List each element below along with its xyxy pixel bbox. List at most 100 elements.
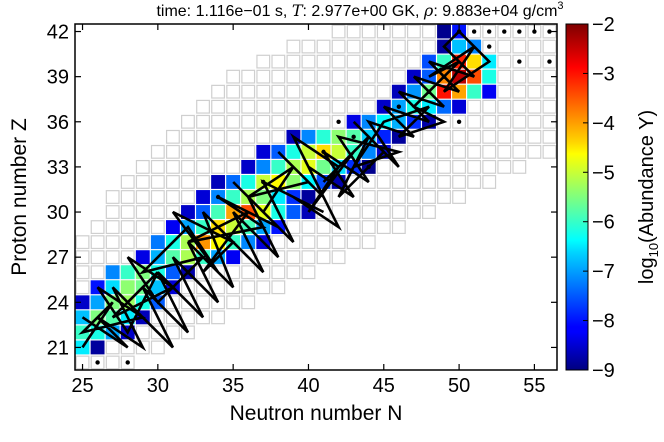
nuclide-grid-cell: [271, 114, 286, 129]
nuclide-grid-cell: [286, 265, 301, 280]
nuclide-grid-cell: [406, 24, 421, 39]
nuclide-grid-cell: [331, 250, 346, 265]
nuclide-grid-cell: [271, 280, 286, 295]
nuclide-grid-cell: [467, 129, 482, 144]
nuclide-grid-cell: [331, 54, 346, 69]
nuclide-grid-cell: [241, 295, 256, 310]
nuclide-grid-cell: [301, 250, 316, 265]
marked-nuclides: [95, 29, 552, 365]
nuclide-grid-cell: [376, 205, 391, 219]
nuclide-grid-cell: [241, 280, 256, 295]
abundance-cell: [211, 205, 226, 219]
nuclide-grid-cell: [376, 39, 391, 54]
nuclide-grid-cell: [452, 129, 467, 144]
nuclide-grid-cell: [105, 205, 120, 219]
nuclide-grid-cell: [422, 144, 436, 159]
nuclide-grid-cell: [346, 84, 361, 99]
nuclide-grid-cell: [346, 24, 361, 39]
title-prefix: time:: [156, 3, 195, 20]
nuclide-grid-cell: [361, 84, 376, 99]
nuclide-grid-cell: [271, 69, 286, 84]
abundance-cell: [135, 250, 150, 265]
x-tick-label: 30: [147, 375, 169, 397]
abundance-cell: [467, 84, 482, 99]
abundance-cell: [241, 159, 256, 174]
abundance-cell: [316, 159, 331, 174]
nuclide-grid-cell: [527, 114, 542, 129]
nuclide-grid-cell: [512, 69, 527, 84]
nuclide-grid-cell: [346, 39, 361, 54]
nuclide-grid-cell: [165, 175, 180, 189]
abundance-cell: [196, 190, 210, 204]
nuclide-grid-cell: [331, 39, 346, 54]
marked-nuclide-point: [396, 104, 402, 109]
x-tick-label: 25: [71, 375, 93, 397]
nuclide-grid-cell: [211, 144, 226, 159]
nuclide-grid-cell: [181, 175, 195, 189]
y-tick-label: 24: [47, 292, 69, 314]
nuclide-grid-cell: [226, 129, 241, 144]
chart-title-text: time: 1.116e−01 s, T: 2.977e+00 GK, ρ: 9…: [156, 0, 563, 20]
nuclide-grid-cell: [256, 54, 271, 69]
nuclide-grid-cell: [150, 190, 165, 204]
nuclide-grid-cell: [196, 129, 210, 144]
nuclide-grid-cell: [226, 295, 241, 310]
nuclide-grid-cell: [376, 69, 391, 84]
abundance-cell: [165, 220, 180, 235]
nuclide-grid-cell: [301, 84, 316, 99]
nuclide-grid-cell: [135, 205, 150, 219]
nuclide-grid-cell: [482, 99, 497, 114]
nuclide-grid-cell: [391, 54, 406, 69]
nuclide-grid-cell: [316, 99, 331, 114]
nuclide-grid-cell: [165, 190, 180, 204]
abundance-cell: [105, 265, 120, 280]
marked-nuclide-point: [517, 29, 522, 34]
marked-nuclide-point: [471, 29, 477, 34]
nuclide-grid-cell: [286, 54, 301, 69]
marked-nuclide-point: [351, 134, 356, 140]
colorbar-label-quantity: (Abundance Y): [636, 110, 658, 243]
colorbar-tick-label: −7: [592, 261, 615, 283]
nuclide-grid-cell: [361, 235, 376, 250]
nuclide-grid-cell: [376, 220, 391, 235]
colorbar-tick-label: −3: [592, 63, 615, 85]
nuclide-grid-cell: [376, 159, 391, 174]
x-axis-label: Neutron number N: [230, 402, 403, 425]
colorbar: [565, 23, 589, 371]
nuclide-grid-cell: [196, 99, 210, 114]
nuclide-grid-cell: [196, 114, 210, 129]
nuclide-grid-cell: [286, 99, 301, 114]
nuclide-grid-cell: [316, 54, 331, 69]
nuclide-grid-cell: [105, 220, 120, 235]
nuclide-grid-cell: [241, 69, 256, 84]
nuclide-grid-cell: [301, 69, 316, 84]
nuclide-grid-cell: [452, 175, 467, 189]
nuclide-grid-cell: [271, 129, 286, 144]
marked-nuclide-point: [502, 29, 507, 34]
abundance-cell: [120, 280, 135, 295]
nuclide-grid-cell: [391, 190, 406, 204]
abundance-cell: [482, 69, 497, 84]
nuclide-grid-cell: [497, 99, 512, 114]
nuclide-grid-cell: [135, 159, 150, 174]
nuclide-grid-cell: [331, 24, 346, 39]
nuclide-grid-cell: [241, 99, 256, 114]
nuclide-grid-cell: [256, 84, 271, 99]
nuclide-grid-cell: [301, 235, 316, 250]
title-time: 1.116e−01 s: [196, 3, 283, 20]
nuclide-grid-cell: [527, 84, 542, 99]
nuclide-grid-cell: [512, 144, 527, 159]
nuclide-grid-cell: [181, 114, 195, 129]
nuclide-grid-cell: [226, 144, 241, 159]
nuclide-grid-cell: [150, 220, 165, 235]
nuclide-grid-cell: [422, 190, 436, 204]
marked-nuclide-point: [261, 179, 266, 185]
title-temperature: : 2.977e+00 GK: [302, 3, 415, 20]
nuclide-grid-cell: [406, 205, 421, 219]
nuclide-grid-cell: [196, 159, 210, 174]
nuclide-grid-cell: [316, 84, 331, 99]
marked-nuclide-point: [95, 360, 100, 365]
nuclide-grid-cell: [150, 340, 165, 355]
nuclide-grid-cell: [90, 235, 105, 250]
nuclide-grid-cell: [376, 175, 391, 189]
